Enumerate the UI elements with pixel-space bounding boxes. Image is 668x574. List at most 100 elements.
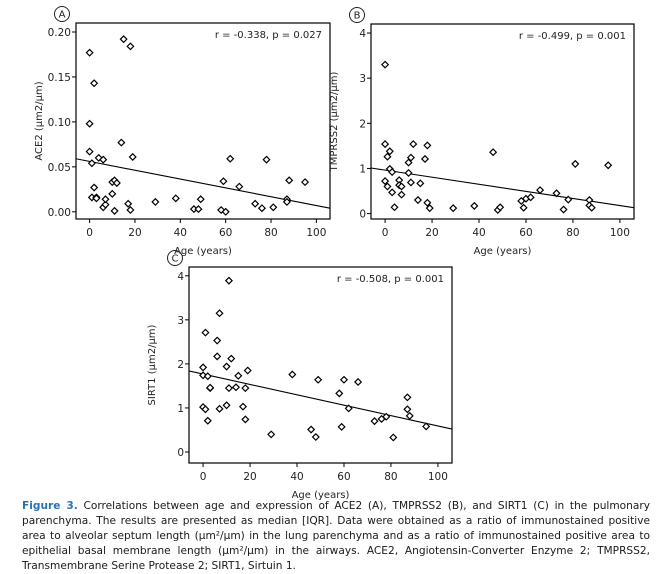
data-point xyxy=(422,422,431,431)
panel-label-circle xyxy=(349,7,365,23)
data-point xyxy=(390,203,399,212)
data-point xyxy=(489,148,498,157)
figure-caption: Figure 3. Correlations between age and e… xyxy=(22,499,650,574)
data-point xyxy=(282,197,291,206)
data-point xyxy=(227,354,236,363)
data-point xyxy=(470,201,479,210)
data-point xyxy=(288,370,297,379)
y-tick-label: 1 xyxy=(177,403,184,415)
y-tick-label: 1 xyxy=(359,163,366,175)
data-point xyxy=(171,194,180,203)
data-point xyxy=(307,425,316,434)
correlation-annotation: r = -0.508, p = 0.001 xyxy=(337,274,444,285)
data-point xyxy=(406,178,415,187)
x-axis-label: Age (years) xyxy=(474,246,532,257)
y-tick-label: 4 xyxy=(359,28,366,40)
y-tick-label: 0 xyxy=(177,447,184,459)
data-point xyxy=(124,199,133,208)
data-point xyxy=(85,147,94,156)
data-point xyxy=(126,42,135,51)
data-point xyxy=(381,177,390,186)
y-tick-label: 2 xyxy=(177,359,184,371)
data-point xyxy=(110,206,119,215)
data-point xyxy=(215,404,224,413)
data-point xyxy=(409,140,418,149)
data-point xyxy=(413,195,423,205)
data-point xyxy=(370,417,379,426)
data-point xyxy=(552,189,561,198)
data-point xyxy=(423,198,432,207)
data-point xyxy=(199,371,208,380)
data-point xyxy=(420,154,430,164)
data-point xyxy=(339,375,349,384)
y-tick-label: 0.15 xyxy=(48,72,71,84)
panel-label: C xyxy=(167,250,183,266)
data-point xyxy=(269,203,278,212)
data-point xyxy=(526,193,535,202)
data-point xyxy=(251,199,260,208)
y-axis-label: TMPRSS2 (μm2/μm) xyxy=(330,72,340,173)
data-point xyxy=(383,152,392,161)
data-point xyxy=(203,416,212,425)
data-point xyxy=(101,195,110,204)
data-point xyxy=(404,158,413,167)
data-point xyxy=(403,405,412,414)
panel-label: B xyxy=(349,7,365,23)
data-point xyxy=(564,195,573,204)
data-point xyxy=(241,415,250,424)
data-point xyxy=(344,404,353,413)
x-tick-label: 0 xyxy=(200,471,207,483)
data-point xyxy=(337,422,346,431)
data-point xyxy=(117,138,126,147)
panel-label-text: A xyxy=(59,10,66,21)
y-tick-label: 3 xyxy=(359,73,366,85)
data-point xyxy=(382,412,391,421)
data-point xyxy=(238,402,248,411)
data-point xyxy=(388,188,397,197)
data-point xyxy=(385,147,394,156)
data-point xyxy=(108,189,117,198)
panel-label-text: B xyxy=(354,11,361,22)
data-point xyxy=(559,205,568,214)
data-point xyxy=(354,377,363,387)
data-point xyxy=(311,432,320,442)
x-axis-label: Age (years) xyxy=(292,490,350,500)
y-tick-label: 3 xyxy=(177,315,184,327)
data-point xyxy=(85,48,94,57)
data-point xyxy=(112,178,121,188)
panel-label-circle xyxy=(54,6,70,22)
data-point xyxy=(126,205,135,215)
data-point xyxy=(201,405,210,414)
data-point xyxy=(423,141,432,150)
data-point xyxy=(226,154,235,163)
data-point xyxy=(215,309,224,318)
data-point xyxy=(416,179,425,188)
x-tick-label: 100 xyxy=(610,227,630,239)
data-point xyxy=(224,384,233,393)
y-tick-label: 0.05 xyxy=(48,162,71,174)
x-tick-label: 0 xyxy=(86,227,93,239)
x-tick-label: 20 xyxy=(128,227,141,239)
y-axis-label: SIRT1 (μm2/μm) xyxy=(147,324,158,405)
caption-text: Correlations between age and expression … xyxy=(22,500,650,572)
data-point xyxy=(90,183,99,192)
data-point xyxy=(449,204,458,213)
data-point xyxy=(536,186,545,195)
x-tick-label: 60 xyxy=(519,227,532,239)
regression-line xyxy=(188,370,453,430)
y-axis-label: ACE2 (μm2/μm) xyxy=(34,81,45,160)
data-point xyxy=(381,140,390,149)
data-point xyxy=(213,336,222,345)
panel-label-text: C xyxy=(172,254,179,265)
x-tick-label: 100 xyxy=(428,471,448,483)
data-point xyxy=(196,195,205,204)
chart-panel-ace2: A 0.00 0.05 0.10 0.15 0.20 0 20 40 60 80 100 Age (ye… xyxy=(34,6,331,257)
x-tick-label: 60 xyxy=(219,227,232,239)
data-point xyxy=(213,352,222,361)
y-tick-label: 0.00 xyxy=(48,207,71,219)
data-point xyxy=(406,153,415,162)
x-tick-label: 100 xyxy=(306,227,326,239)
data-point xyxy=(405,411,414,420)
data-point xyxy=(262,155,271,164)
